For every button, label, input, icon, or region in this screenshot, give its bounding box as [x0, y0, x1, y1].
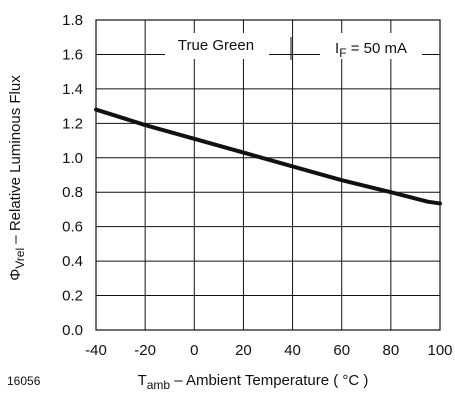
series-line-true-green [94, 107, 442, 206]
x-tick-label-4: 40 [284, 342, 301, 359]
annotation-true-green-bg [165, 33, 269, 59]
x-axis-text: – Ambient Temperature ( °C ) [170, 372, 368, 389]
x-axis-symbol: T [138, 372, 147, 389]
y-tick-label-9: 1.8 [62, 12, 83, 29]
x-tick-label-5: 60 [333, 342, 350, 359]
figure-id: 16056 [7, 374, 41, 388]
x-tick-label-7: 100 [427, 342, 452, 359]
axis-label-layer: ΦVrel – Relative Luminous Flux Tamb – Am… [7, 75, 368, 392]
y-tick-label-1: 0.2 [62, 288, 83, 305]
plot-frame [95, 19, 441, 331]
y-axis-label: ΦVrel – Relative Luminous Flux [7, 75, 27, 281]
y-tick-label-0: 0.0 [62, 322, 83, 339]
annotation-current-subscript: F [339, 46, 346, 60]
y-axis-symbol: Φ [7, 269, 24, 281]
y-axis-subscript: Vrel [13, 248, 27, 269]
x-tick-label-2: 0 [190, 342, 198, 359]
x-tick-label-6: 80 [383, 342, 400, 359]
y-tick-label-3: 0.6 [62, 219, 83, 236]
y-tick-label-4: 0.8 [62, 184, 83, 201]
annotation-current-bg [320, 33, 422, 59]
annotation-layer: True Green IF = 50 mA [165, 33, 422, 60]
y-tick-label-2: 0.4 [62, 253, 83, 270]
annotation-true-green: True Green [178, 37, 254, 54]
series-layer [94, 107, 442, 206]
annotation-current-text: = 50 mA [347, 40, 407, 57]
y-tick-label-7: 1.4 [62, 81, 83, 98]
annotation-current: IF = 50 mA [335, 40, 407, 60]
x-tick-label-3: 20 [235, 342, 252, 359]
x-axis-subscript: amb [147, 378, 171, 392]
y-tick-label-6: 1.2 [62, 115, 83, 132]
y-axis-text: – Relative Luminous Flux [7, 75, 24, 248]
y-tick-label-5: 1.0 [62, 150, 83, 167]
y-tick-label-8: 1.6 [62, 46, 83, 63]
x-axis-label: Tamb – Ambient Temperature ( °C ) [138, 372, 369, 392]
x-tick-label-0: -40 [85, 342, 107, 359]
grid-layer: -40 -20 0 20 40 60 80 100 0.0 0.2 0.4 0.6 0.8 1.0 1.2 1… [62, 12, 452, 359]
x-tick-label-1: -20 [134, 342, 156, 359]
annotation-current-symbol: I [335, 40, 339, 57]
